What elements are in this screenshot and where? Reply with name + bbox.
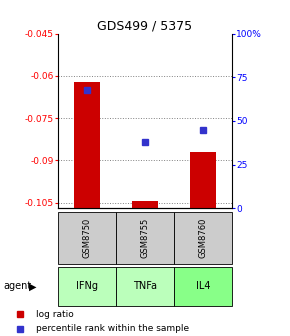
Bar (58, 212, 116, 264)
Text: GSM8750: GSM8750 (82, 218, 92, 258)
Bar (174, 267, 232, 306)
Text: agent: agent (3, 282, 31, 291)
Text: IL4: IL4 (196, 282, 210, 291)
Bar (74, 82, 100, 208)
Bar (116, 267, 174, 306)
Bar (190, 152, 216, 208)
Text: ▶: ▶ (29, 282, 37, 291)
Text: percentile rank within the sample: percentile rank within the sample (36, 325, 189, 333)
Text: IFNg: IFNg (76, 282, 98, 291)
Bar (116, 212, 174, 264)
Bar (174, 212, 232, 264)
Title: GDS499 / 5375: GDS499 / 5375 (97, 19, 193, 33)
Text: GSM8755: GSM8755 (140, 218, 150, 258)
Text: GSM8760: GSM8760 (198, 217, 208, 258)
Text: TNFa: TNFa (133, 282, 157, 291)
Bar (58, 267, 116, 306)
Bar (132, 201, 158, 208)
Text: log ratio: log ratio (36, 310, 74, 319)
